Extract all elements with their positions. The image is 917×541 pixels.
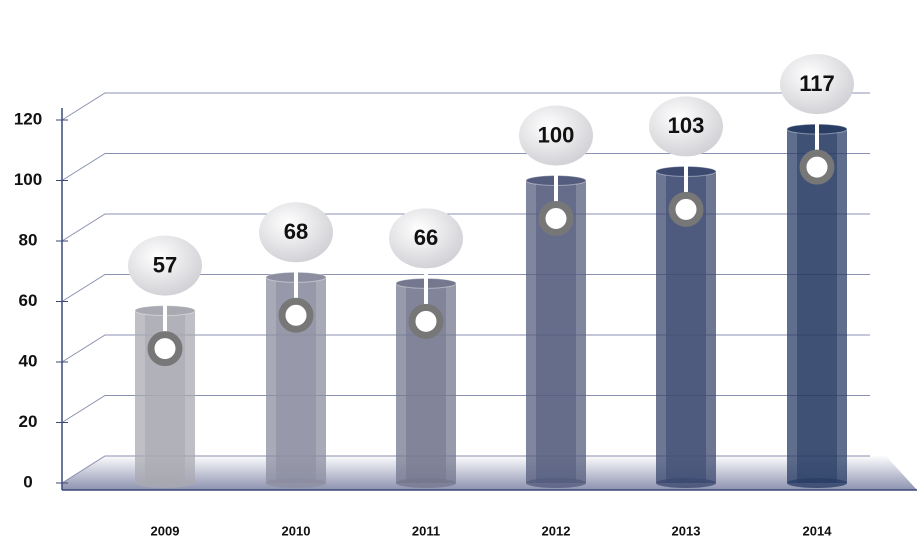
marker [799,149,835,185]
bubble [259,202,333,263]
grid-line [61,153,870,181]
y-tick-label: 20 [19,412,38,431]
grid-line [61,334,870,363]
bubble [780,54,854,115]
value-label: 68 [284,219,308,244]
x-tick-label: 2009 [151,523,180,538]
y-tick-label: 120 [14,109,42,128]
value-label: 103 [668,113,705,138]
x-tick-label: 2014 [803,523,833,538]
y-tick-label: 0 [23,472,32,491]
value-label: 57 [153,252,177,277]
marker [538,201,574,236]
grid-line [61,274,870,302]
value-label: 100 [538,122,575,147]
grid-line [61,455,870,484]
bubble [128,235,202,296]
x-tick-label: 2011 [412,523,440,538]
x-tick-label: 2010 [282,523,311,538]
marker [278,297,314,333]
bubble [649,96,723,157]
grid-line [61,213,870,242]
y-tick-label: 60 [19,291,38,310]
grid-line [61,92,870,121]
marker [408,303,444,339]
grid-line [61,395,870,423]
value-label: 117 [799,71,835,96]
bubble [389,208,463,269]
marker [668,191,704,227]
y-tick-label: 80 [19,230,38,249]
x-tick-label: 2013 [672,523,701,538]
bar-core [797,129,837,483]
y-tick-label: 40 [19,351,38,370]
bubble [519,105,593,166]
y-tick-label: 100 [14,170,42,189]
marker [147,331,183,367]
value-label: 66 [414,225,438,250]
x-tick-label: 2012 [542,523,571,538]
